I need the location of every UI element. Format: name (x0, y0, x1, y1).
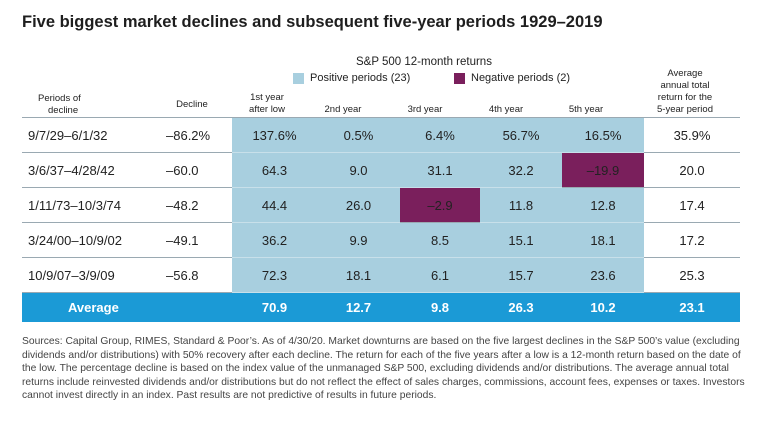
header-period-line1: Periods of (38, 93, 81, 104)
table-row: 3/6/37–4/28/42 –60.0 64.3 9.0 31.1 32.2 –19.9 2… (22, 152, 740, 188)
positive-return-cell: 8.5 (400, 222, 480, 258)
negative-return-cell: –2.9 (400, 187, 480, 223)
returns-table: 9/7/29–6/1/32 –86.2% 137.6% 0.5% 6.4% 56.7% 16… (22, 117, 740, 322)
positive-swatch (293, 72, 304, 84)
table-row: 10/9/07–3/9/09 –56.8 72.3 18.1 6.1 15.7 23.6 25… (22, 257, 740, 293)
table-row: 1/11/73–10/3/74 –48.2 44.4 26.0 –2.9 11.8 12.8… (22, 187, 740, 223)
average-year-cell: 26.3 (480, 292, 562, 322)
header-year2: 2nd year (324, 104, 362, 115)
positive-return-cell: 15.7 (480, 257, 562, 293)
average-return-cell: 17.4 (644, 187, 740, 223)
positive-return-cell: 18.1 (317, 257, 400, 293)
average-year-cell: 10.2 (562, 292, 644, 322)
positive-return-cell: 23.6 (562, 257, 644, 293)
header-year5: 5th year (568, 104, 604, 115)
table-row: 9/7/29–6/1/32 –86.2% 137.6% 0.5% 6.4% 56.7% 16… (22, 117, 740, 153)
period-cell: 3/24/00–10/9/02 (22, 222, 142, 258)
positive-return-cell: 32.2 (480, 152, 562, 188)
positive-return-cell: 44.4 (232, 187, 317, 223)
header-year1-line1: 1st year (250, 92, 284, 103)
legend-positive-label: Positive periods (23) (310, 72, 411, 84)
positive-return-cell: 31.1 (400, 152, 480, 188)
average-return-cell: 25.3 (644, 257, 740, 293)
average-return-cell: 35.9% (644, 117, 740, 153)
period-cell: 3/6/37–4/28/42 (22, 152, 142, 188)
header-avg-line1: Average (667, 68, 703, 79)
header-period-line2: decline (48, 105, 79, 116)
positive-return-cell: 11.8 (480, 187, 562, 223)
positive-return-cell: 18.1 (562, 222, 644, 258)
decline-cell: –49.1 (142, 222, 232, 258)
average-total-cell: 23.1 (644, 292, 740, 322)
decline-cell: –56.8 (142, 257, 232, 293)
chart-title: Five biggest market declines and subsequ… (22, 13, 603, 31)
positive-return-cell: 0.5% (317, 117, 400, 153)
header-period: Periods of decline (38, 93, 81, 117)
positive-return-cell: 26.0 (317, 187, 400, 223)
positive-return-cell: 15.1 (480, 222, 562, 258)
positive-return-cell: 6.4% (400, 117, 480, 153)
header-average: Average annual total return for the 5-ye… (644, 68, 726, 116)
period-cell: 10/9/07–3/9/09 (22, 257, 142, 293)
positive-return-cell: 9.0 (317, 152, 400, 188)
positive-return-cell: 56.7% (480, 117, 562, 153)
positive-return-cell: 16.5% (562, 117, 644, 153)
table-row: 3/24/00–10/9/02 –49.1 36.2 9.9 8.5 15.1 18.1 17… (22, 222, 740, 258)
positive-return-cell: 72.3 (232, 257, 317, 293)
positive-return-cell: 6.1 (400, 257, 480, 293)
header-avg-line3: return for the (657, 92, 713, 103)
period-cell: 1/11/73–10/3/74 (22, 187, 142, 223)
legend-negative-label: Negative periods (2) (471, 72, 571, 84)
average-row: Average 70.9 12.7 9.8 26.3 10.2 23.1 (22, 292, 740, 322)
average-year-cell: 9.8 (400, 292, 480, 322)
negative-return-cell: –19.9 (562, 152, 644, 188)
legend-negative: Negative periods (2) (454, 72, 570, 84)
negative-swatch (454, 72, 465, 84)
average-return-cell: 17.2 (644, 222, 740, 258)
average-row-label: Average (22, 292, 232, 322)
legend-title: S&P 500 12-month returns (356, 56, 492, 68)
header-year3: 3rd year (407, 104, 443, 115)
header-decline: Decline (176, 99, 208, 110)
period-cell: 9/7/29–6/1/32 (22, 117, 142, 153)
header-year1-line2: after low (249, 104, 285, 115)
average-return-cell: 20.0 (644, 152, 740, 188)
positive-return-cell: 12.8 (562, 187, 644, 223)
positive-return-cell: 137.6% (232, 117, 317, 153)
decline-cell: –60.0 (142, 152, 232, 188)
average-year-cell: 70.9 (232, 292, 317, 322)
header-avg-line4: 5-year period (657, 104, 713, 115)
positive-return-cell: 9.9 (317, 222, 400, 258)
average-year-cell: 12.7 (317, 292, 400, 322)
legend-positive: Positive periods (23) (293, 72, 410, 84)
positive-return-cell: 36.2 (232, 222, 317, 258)
decline-cell: –86.2% (142, 117, 232, 153)
header-avg-line2: annual total (660, 80, 710, 91)
positive-return-cell: 64.3 (232, 152, 317, 188)
header-year4: 4th year (488, 104, 524, 115)
source-notes: Sources: Capital Group, RIMES, Standard … (22, 336, 745, 401)
header-year1: 1st year after low (232, 92, 302, 116)
decline-cell: –48.2 (142, 187, 232, 223)
